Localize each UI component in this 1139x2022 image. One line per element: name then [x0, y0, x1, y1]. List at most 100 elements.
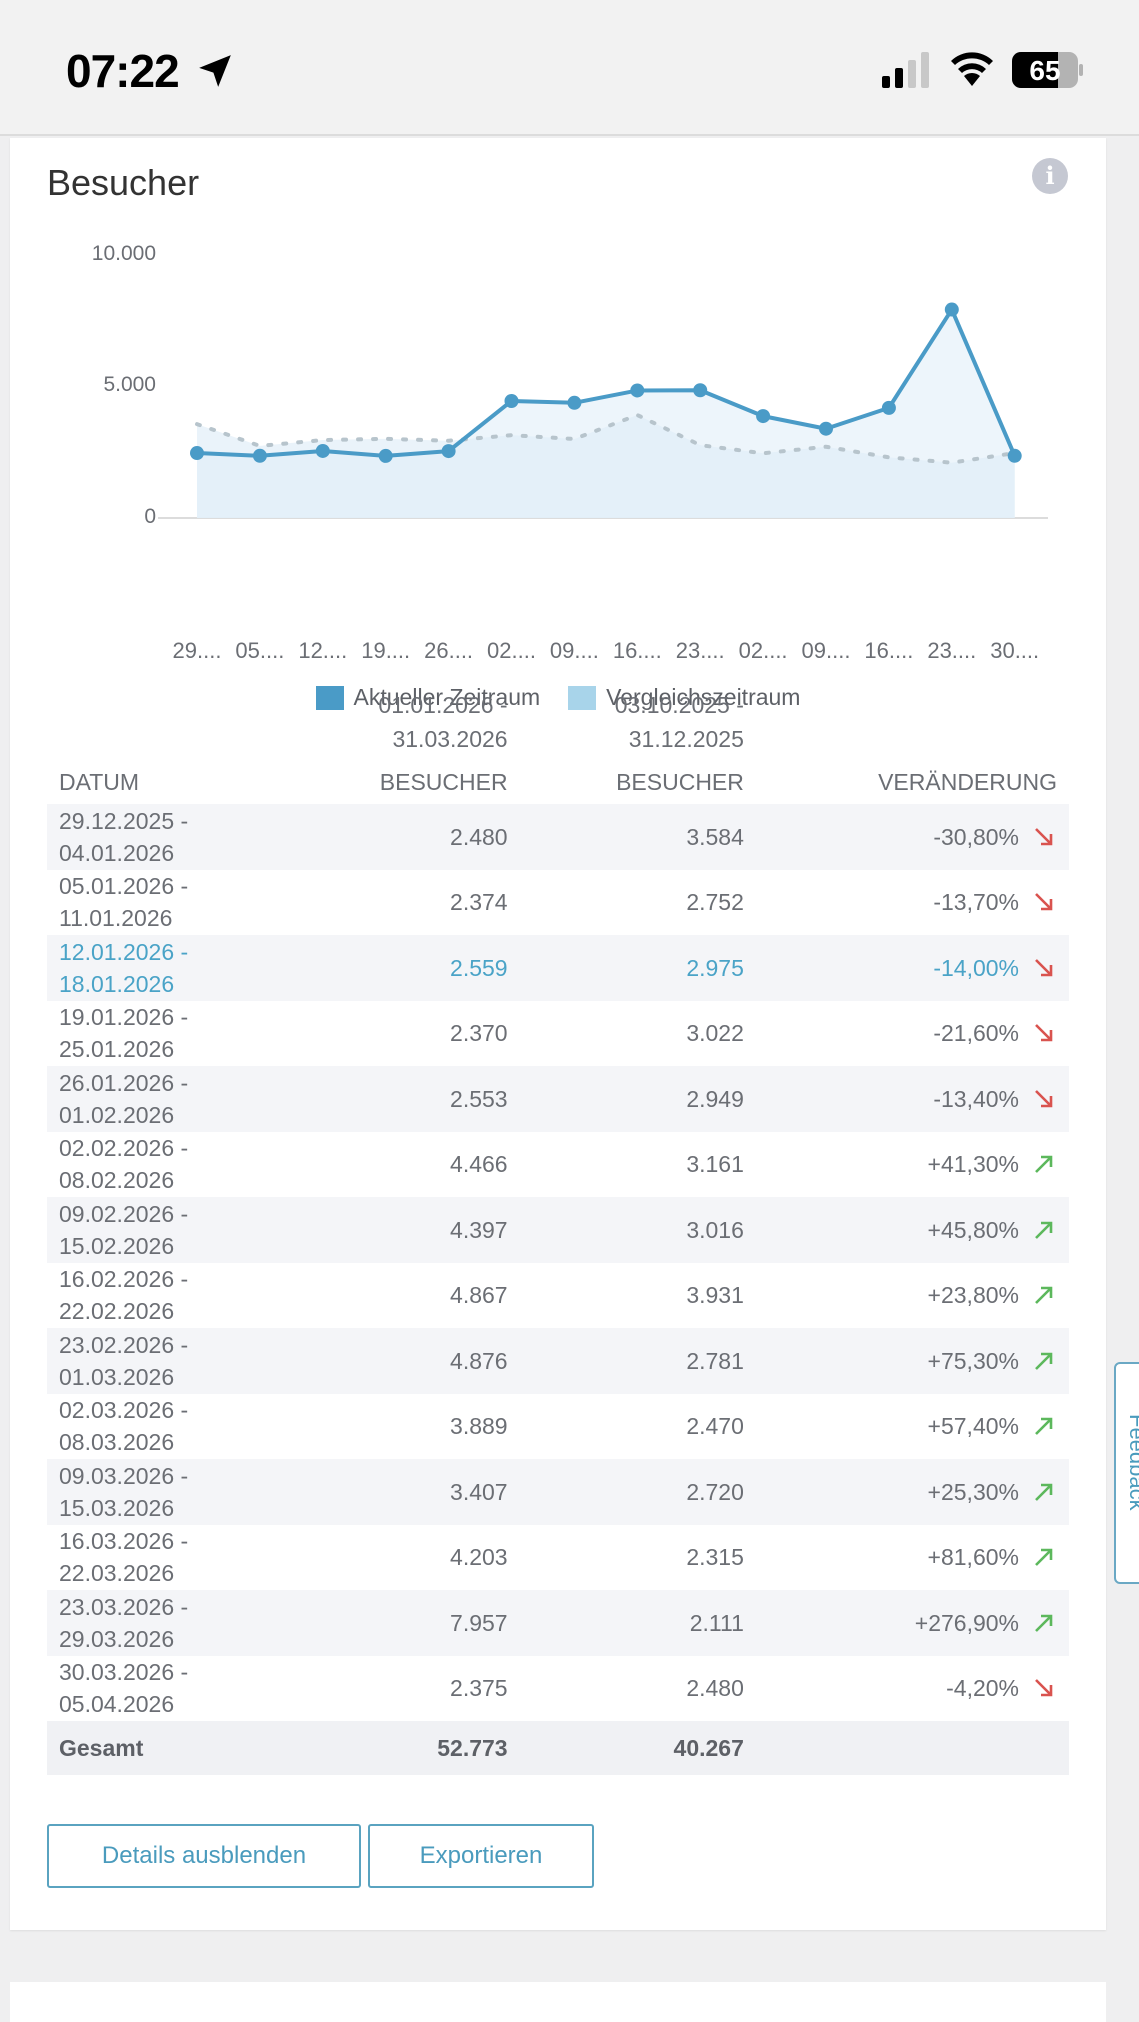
visitors-card: Besucher i 10.000 5.000 0 29.... 05.... 12… [10, 138, 1106, 1930]
table-row[interactable]: 16.03.2026 -22.03.2026 4.203 2.315 +81,60% [47, 1525, 1069, 1591]
table-row[interactable]: 29.12.2025 -04.01.2026 2.480 3.584 -30,80% [47, 804, 1069, 870]
table-row[interactable]: 19.01.2026 -25.01.2026 2.370 3.022 -21,60% [47, 1001, 1069, 1067]
feedback-tab[interactable]: Feedback [1114, 1362, 1139, 1584]
total-current: 52.773 [283, 1721, 520, 1775]
data-point[interactable] [1007, 448, 1022, 463]
data-point[interactable] [504, 393, 519, 408]
column-header-date[interactable]: DATUM [59, 769, 140, 795]
row-date: 05.01.2026 -11.01.2026 [59, 873, 189, 932]
row-compare: 3.584 [686, 823, 744, 850]
data-point[interactable] [693, 383, 708, 398]
battery-icon: 65 [1012, 52, 1083, 88]
table-row[interactable]: 05.01.2026 -11.01.2026 2.374 2.752 -13,70% [47, 870, 1069, 936]
row-compare: 2.470 [686, 1413, 744, 1440]
x-tick: 29.... [172, 638, 222, 663]
y-tick: 10.000 [91, 242, 156, 265]
column-header-change[interactable]: VERÄNDERUNG [878, 769, 1057, 795]
hide-details-button[interactable]: Details ausblenden [47, 1824, 361, 1888]
table-row[interactable]: 30.03.2026 -05.04.2026 2.375 2.480 -4,20% [47, 1656, 1069, 1722]
row-change: +45,80% [756, 1197, 1069, 1263]
trend-down-icon [1035, 1089, 1053, 1108]
column-header-current[interactable]: BESUCHER [379, 769, 508, 795]
legend-compare[interactable]: Vergleichszeitraum [568, 684, 800, 711]
row-current: 3.889 [450, 1413, 508, 1440]
row-compare: 2.720 [686, 1478, 744, 1505]
row-change: +25,30% [756, 1459, 1069, 1525]
data-point[interactable] [441, 444, 456, 459]
data-point[interactable] [881, 400, 896, 415]
trend-up-icon [1035, 1155, 1053, 1174]
row-date: 23.02.2026 -01.03.2026 [59, 1331, 189, 1390]
table-row[interactable]: 02.02.2026 -08.02.2026 4.466 3.161 +41,30% [47, 1132, 1069, 1198]
row-current: 2.375 [450, 1675, 508, 1702]
row-change: +276,90% [756, 1590, 1069, 1656]
row-compare: 2.752 [686, 889, 744, 916]
table-row[interactable]: 12.01.2026 -18.01.2026 2.559 2.975 -14,00% [47, 935, 1069, 1001]
table-row[interactable]: 26.01.2026 -01.02.2026 2.553 2.949 -13,40% [47, 1066, 1069, 1132]
row-current: 4.466 [450, 1151, 508, 1178]
legend-current[interactable]: Aktueller Zeitraum [315, 684, 540, 711]
total-row: Gesamt 52.773 40.267 [47, 1721, 1069, 1775]
data-point[interactable] [756, 409, 771, 424]
row-date: 19.01.2026 -25.01.2026 [59, 1004, 189, 1063]
table-row[interactable]: 09.02.2026 -15.02.2026 4.397 3.016 +45,80% [47, 1197, 1069, 1263]
x-tick: 02.... [738, 638, 788, 663]
data-point[interactable] [944, 302, 959, 317]
row-current: 2.559 [450, 954, 508, 981]
row-date: 02.03.2026 -08.03.2026 [59, 1397, 189, 1456]
row-current: 2.374 [450, 889, 508, 916]
row-compare: 2.111 [689, 1609, 744, 1636]
column-header-compare[interactable]: BESUCHER [616, 769, 744, 795]
trend-up-icon [1035, 1286, 1053, 1305]
x-tick: 16.... [612, 638, 662, 663]
x-tick: 09.... [801, 638, 851, 663]
data-point[interactable] [315, 443, 330, 458]
wifi-icon [951, 52, 993, 86]
x-tick: 19.... [361, 638, 411, 663]
row-change: +57,40% [756, 1394, 1069, 1460]
row-change: -13,70% [756, 870, 1069, 936]
x-tick: 12.... [298, 638, 348, 663]
chart-legend: Aktueller Zeitraum Vergleichszeitraum [10, 684, 1106, 711]
next-card [10, 1982, 1106, 2022]
x-tick: 09.... [549, 638, 599, 663]
data-point[interactable] [819, 421, 833, 436]
table-row[interactable]: 23.03.2026 -29.03.2026 7.957 2.111 +276,90% [47, 1590, 1069, 1656]
data-point[interactable] [190, 446, 204, 461]
row-date: 30.03.2026 -05.04.2026 [59, 1659, 189, 1718]
row-change: +41,30% [756, 1132, 1069, 1198]
row-change: +23,80% [756, 1263, 1069, 1329]
trend-up-icon [1035, 1483, 1053, 1501]
x-tick: 30.... [990, 638, 1040, 663]
row-date: 02.02.2026 -08.02.2026 [59, 1135, 189, 1194]
location-arrow-icon [199, 55, 231, 87]
info-icon[interactable]: i [1032, 158, 1068, 194]
legend-swatch-current [315, 685, 344, 710]
cellular-signal-icon [882, 52, 929, 88]
export-button[interactable]: Exportieren [368, 1824, 594, 1888]
row-change: -21,60% [756, 1001, 1069, 1067]
row-change: +81,60% [756, 1525, 1069, 1591]
visitors-table: 01.01.2026 -31.03.2026 03.10.2025 -31.12… [47, 688, 1069, 1775]
row-date: 16.03.2026 -22.03.2026 [59, 1528, 189, 1587]
data-point[interactable] [567, 395, 582, 410]
row-compare: 2.315 [686, 1544, 744, 1571]
current-period-header: 01.01.2026 -31.03.2026 [378, 692, 508, 752]
table-row[interactable]: 02.03.2026 -08.03.2026 3.889 2.470 +57,40% [47, 1394, 1069, 1460]
row-change: -14,00% [756, 935, 1069, 1001]
table-row[interactable]: 16.02.2026 -22.02.2026 4.867 3.931 +23,80% [47, 1263, 1069, 1329]
data-point[interactable] [378, 448, 393, 463]
table-row[interactable]: 09.03.2026 -15.03.2026 3.407 2.720 +25,30% [47, 1459, 1069, 1525]
row-compare: 3.022 [686, 1020, 744, 1047]
row-date: 26.01.2026 -01.02.2026 [59, 1069, 189, 1128]
x-tick: 23.... [675, 638, 725, 663]
x-tick: 16.... [864, 638, 914, 663]
table-row[interactable]: 23.02.2026 -01.03.2026 4.876 2.781 +75,30% [47, 1328, 1069, 1394]
trend-up-icon [1035, 1548, 1053, 1567]
row-date: 12.01.2026 -18.01.2026 [59, 938, 189, 997]
svg-text:65: 65 [1029, 55, 1060, 86]
data-point[interactable] [630, 383, 645, 398]
row-compare: 2.949 [686, 1085, 744, 1112]
data-point[interactable] [252, 448, 267, 463]
x-tick: 05.... [235, 638, 285, 663]
